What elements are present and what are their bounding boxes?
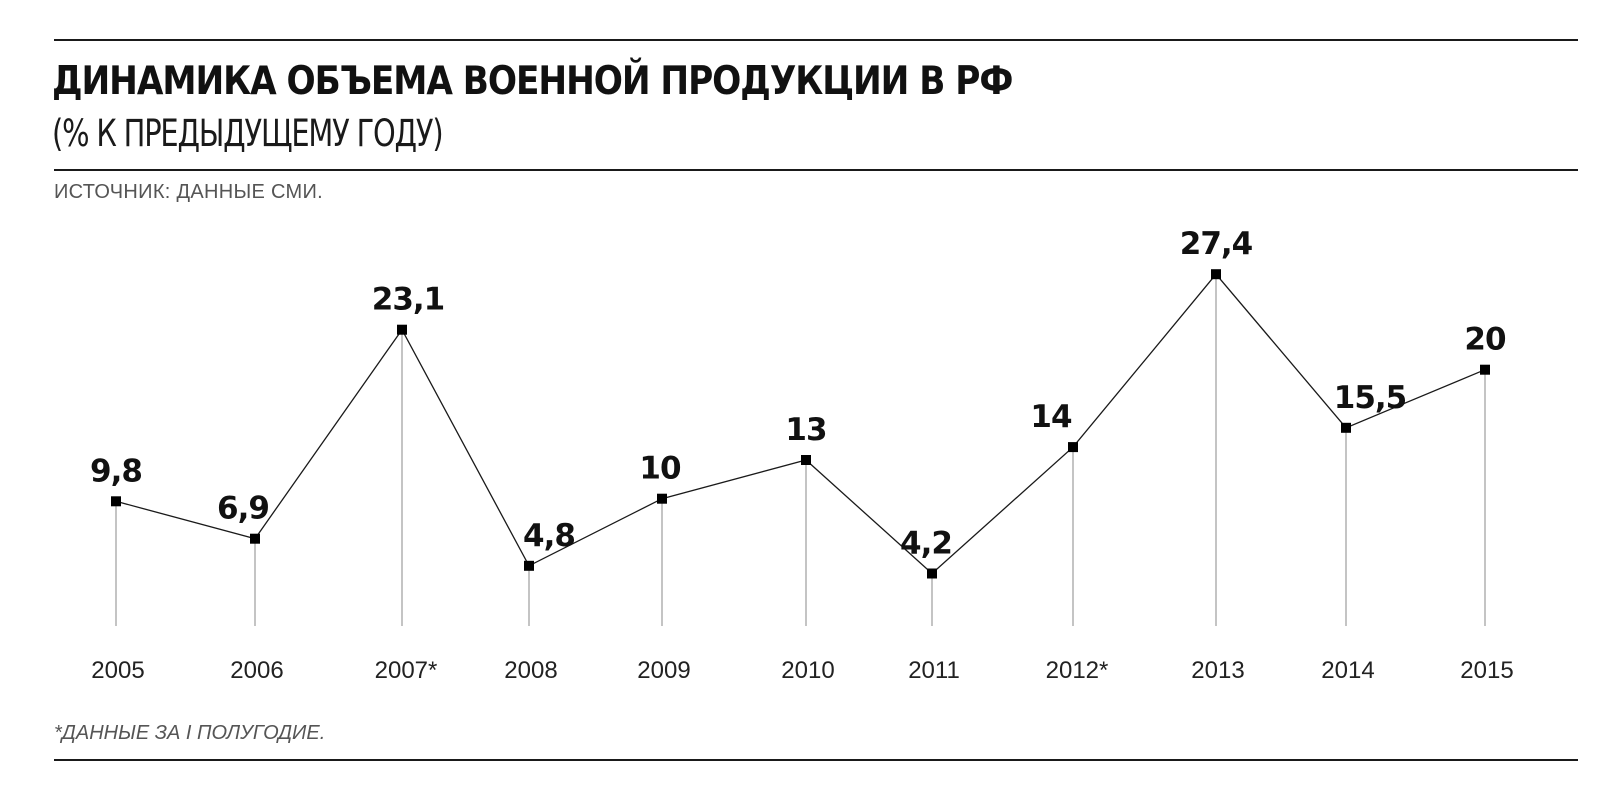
data-point-9 — [1341, 422, 1351, 433]
chart-title: ДИНАМИКА ОБЪЕМА ВОЕННОЙ ПРОДУКЦИИ В РФ — [52, 59, 1013, 104]
value-label-8: 27,4 — [1180, 226, 1253, 262]
data-point-7 — [1068, 442, 1078, 453]
year-label-10: 2015 — [1460, 657, 1513, 684]
source-note: ИСТОЧНИК: ДАННЫЕ СМИ. — [54, 181, 323, 203]
year-label-2: 2007* — [375, 657, 438, 684]
data-point-0 — [111, 496, 121, 507]
data-point-2 — [397, 324, 407, 335]
value-label-6: 4,2 — [900, 526, 952, 562]
year-label-1: 2006 — [230, 657, 283, 684]
footnote: *ДАННЫЕ ЗА I ПОЛУГОДИЕ. — [54, 722, 326, 744]
value-label-2: 23,1 — [372, 282, 445, 318]
stem-lines — [115, 274, 1486, 626]
year-label-5: 2010 — [781, 657, 834, 684]
value-label-4: 10 — [639, 451, 681, 487]
data-markers — [111, 269, 1490, 579]
value-label-7: 14 — [1030, 399, 1072, 435]
year-labels: 2005 2006 2007* 2008 2009 2010 2011 2012* 2013 20… — [91, 657, 1513, 684]
value-label-5: 13 — [785, 412, 826, 448]
data-point-8 — [1211, 269, 1221, 280]
year-label-4: 2009 — [637, 657, 690, 684]
data-point-6 — [927, 568, 937, 579]
year-label-8: 2013 — [1191, 657, 1244, 684]
year-label-0: 2005 — [91, 657, 144, 684]
chart-subtitle: (% К ПРЕДЫДУЩЕМУ ГОДУ) — [52, 112, 444, 155]
year-label-3: 2008 — [504, 657, 557, 684]
data-point-1 — [250, 533, 260, 544]
value-label-0: 9,8 — [90, 453, 142, 489]
value-label-10: 20 — [1464, 322, 1506, 358]
header-rule — [54, 169, 1578, 171]
data-point-3 — [524, 560, 534, 571]
data-point-4 — [657, 493, 667, 504]
data-point-10 — [1480, 364, 1490, 375]
year-label-6: 2011 — [908, 657, 960, 684]
data-point-5 — [801, 455, 811, 465]
value-labels: 9,8 6,9 23,1 4,8 10 13 4,2 14 27,4 15,5 20 — [90, 226, 1507, 562]
value-label-9: 15,5 — [1334, 380, 1407, 416]
value-label-1: 6,9 — [217, 491, 269, 527]
value-label-3: 4,8 — [523, 518, 575, 554]
year-label-9: 2014 — [1321, 657, 1374, 684]
year-label-7: 2012* — [1046, 657, 1109, 684]
top-rule — [54, 39, 1578, 41]
bottom-rule — [54, 759, 1578, 761]
